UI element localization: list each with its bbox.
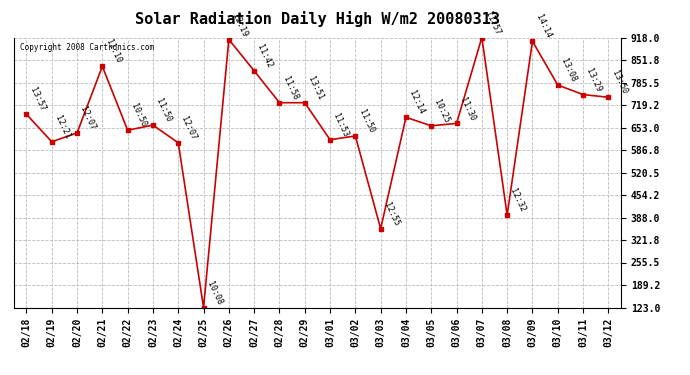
Text: 11:53: 11:53 <box>331 112 350 138</box>
Text: Copyright 2008 Cartronics.com: Copyright 2008 Cartronics.com <box>20 43 154 52</box>
Text: 11:10: 11:10 <box>104 39 122 65</box>
Text: 13:29: 13:29 <box>584 67 603 93</box>
Text: 13:51: 13:51 <box>306 75 325 101</box>
Text: 11:50: 11:50 <box>357 108 375 135</box>
Text: 13:08: 13:08 <box>559 57 578 84</box>
Text: 10:50: 10:50 <box>129 102 148 129</box>
Text: 11:50: 11:50 <box>155 97 173 124</box>
Text: 12:07: 12:07 <box>79 105 97 132</box>
Text: 11:57: 11:57 <box>483 10 502 36</box>
Text: 11:30: 11:30 <box>458 96 477 122</box>
Text: 12:21: 12:21 <box>53 114 72 140</box>
Text: 13:50: 13:50 <box>610 69 629 96</box>
Text: 12:07: 12:07 <box>179 115 198 141</box>
Text: 13:57: 13:57 <box>28 86 46 113</box>
Text: Solar Radiation Daily High W/m2 20080313: Solar Radiation Daily High W/m2 20080313 <box>135 11 500 27</box>
Text: 12:55: 12:55 <box>382 201 401 227</box>
Text: 12:32: 12:32 <box>509 187 527 214</box>
Text: 12:19: 12:19 <box>230 12 249 38</box>
Text: 11:42: 11:42 <box>255 43 274 69</box>
Text: 10:08: 10:08 <box>205 280 224 306</box>
Text: 12:14: 12:14 <box>407 90 426 116</box>
Text: 11:58: 11:58 <box>281 75 299 101</box>
Text: 10:25: 10:25 <box>433 98 451 124</box>
Text: 14:14: 14:14 <box>534 13 553 40</box>
